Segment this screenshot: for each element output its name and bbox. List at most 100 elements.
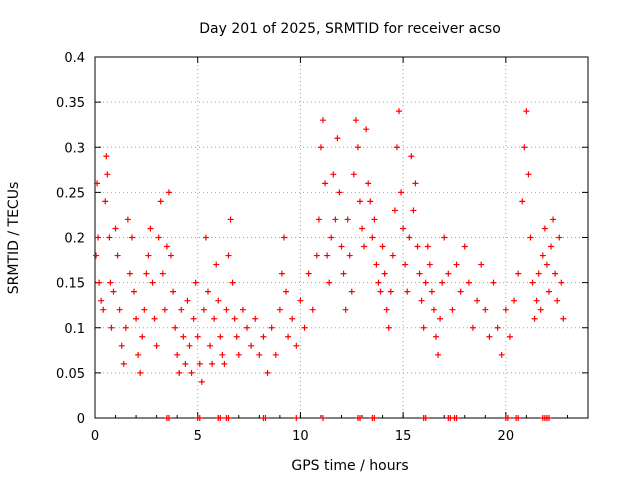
data-point	[393, 144, 400, 151]
data-point	[223, 306, 230, 313]
data-point	[543, 261, 550, 268]
data-point	[420, 324, 427, 331]
x-tick-label: 15	[395, 429, 412, 444]
data-point	[422, 279, 429, 286]
data-point	[523, 108, 530, 115]
data-point	[94, 180, 101, 187]
data-point	[320, 117, 327, 124]
data-point	[165, 189, 172, 196]
data-point	[560, 315, 567, 322]
data-point	[478, 261, 485, 268]
y-tick-label: 0.35	[56, 96, 85, 111]
data-point	[137, 369, 144, 376]
data-point	[435, 351, 442, 358]
data-point	[260, 333, 267, 340]
data-point	[398, 189, 405, 196]
data-point	[365, 180, 372, 187]
data-point	[103, 153, 110, 160]
data-point	[122, 324, 129, 331]
y-tick-label: 0.1	[64, 322, 85, 337]
data-point	[535, 270, 542, 277]
data-point	[168, 252, 175, 259]
data-point	[139, 333, 146, 340]
data-point	[180, 333, 187, 340]
grid-lines	[95, 57, 588, 418]
data-point	[383, 306, 390, 313]
data-point	[441, 234, 448, 241]
data-point	[225, 415, 232, 421]
data-point	[239, 306, 246, 313]
data-point	[293, 342, 300, 349]
data-point	[176, 369, 183, 376]
y-axis-label: SRMTID / TECUs	[6, 182, 22, 295]
data-point	[457, 288, 464, 295]
data-point	[221, 360, 228, 367]
data-point	[301, 324, 308, 331]
data-point	[149, 279, 156, 286]
data-point	[98, 297, 105, 304]
data-point	[375, 279, 382, 286]
data-point	[486, 333, 493, 340]
data-point	[482, 306, 489, 313]
data-point	[320, 415, 327, 421]
data-point	[548, 243, 555, 250]
data-point	[348, 288, 355, 295]
data-point	[108, 324, 115, 331]
data-point	[334, 135, 341, 142]
data-point	[346, 252, 353, 259]
data-point	[361, 243, 368, 250]
data-point	[338, 243, 345, 250]
data-point	[172, 324, 179, 331]
data-point	[276, 306, 283, 313]
data-point	[537, 306, 544, 313]
data-point	[309, 306, 316, 313]
data-point	[556, 234, 563, 241]
data-point	[315, 216, 322, 223]
data-point	[268, 324, 275, 331]
data-point	[381, 270, 388, 277]
data-point	[328, 234, 335, 241]
data-point	[178, 306, 185, 313]
data-point	[465, 279, 472, 286]
data-point	[400, 225, 407, 232]
data-point	[356, 198, 363, 205]
data-point	[504, 415, 511, 421]
y-tick-label: 0.2	[64, 232, 85, 247]
data-point	[317, 144, 324, 151]
data-point	[389, 252, 396, 259]
data-point	[126, 270, 133, 277]
data-point	[453, 261, 460, 268]
data-point	[437, 315, 444, 322]
data-point	[264, 369, 271, 376]
data-point	[102, 198, 109, 205]
data-point	[541, 225, 548, 232]
data-point	[525, 171, 532, 178]
y-tick-label: 0.25	[56, 186, 85, 201]
data-point	[202, 234, 209, 241]
data-point	[161, 306, 168, 313]
data-point	[422, 415, 429, 421]
y-tick-label: 0.4	[64, 51, 85, 66]
data-point	[326, 279, 333, 286]
data-point	[272, 351, 279, 358]
y-tick-label: 0	[77, 412, 85, 427]
plot-frame	[94, 56, 589, 419]
data-point	[186, 342, 193, 349]
axis-ticks: 0 0.05 0.1 0.15 0.2 0.25 0.3 0.35 0.4 0 5 10 15 20	[56, 51, 589, 444]
data-point	[426, 261, 433, 268]
data-point	[406, 234, 413, 241]
data-point	[104, 171, 111, 178]
data-point	[209, 360, 216, 367]
data-point	[133, 315, 140, 322]
data-point	[322, 180, 329, 187]
data-point	[143, 270, 150, 277]
data-point	[385, 324, 392, 331]
data-point	[147, 225, 154, 232]
data-point	[363, 126, 370, 133]
data-point	[490, 279, 497, 286]
data-point	[432, 333, 439, 340]
data-point	[116, 306, 123, 313]
data-point	[340, 270, 347, 277]
data-point	[356, 415, 363, 421]
